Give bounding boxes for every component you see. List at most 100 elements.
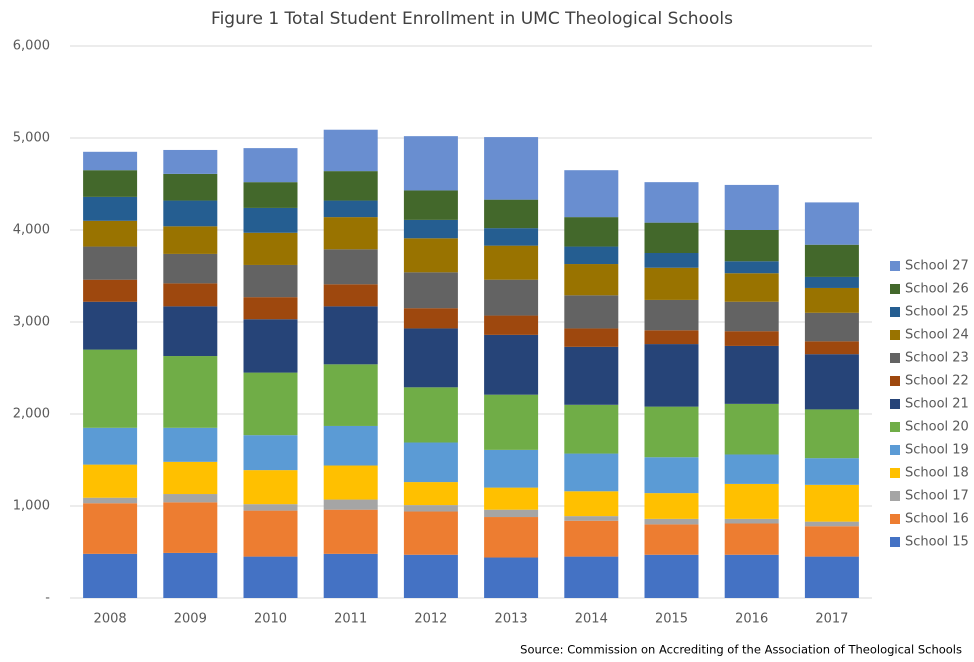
y-tick-label: - — [45, 591, 50, 606]
bar-segment — [243, 556, 298, 598]
bar-segment — [163, 253, 218, 284]
bar-segment — [564, 556, 619, 598]
bar-segment — [403, 511, 458, 555]
bar-segment — [724, 261, 779, 274]
bar-segment — [323, 465, 378, 500]
legend-label: School 16 — [905, 512, 969, 527]
bar-segment — [83, 170, 138, 197]
x-tick-label: 2017 — [815, 612, 848, 627]
y-tick-label: 1,000 — [13, 499, 50, 514]
bar-segment — [243, 148, 298, 183]
x-tick-label: 2011 — [334, 612, 367, 627]
bar-segment — [644, 299, 699, 331]
bar-segment — [724, 345, 779, 404]
bar-segment — [804, 526, 859, 557]
y-tick-label: 5,000 — [13, 131, 50, 146]
bar-segment — [243, 232, 298, 265]
bar-segment — [484, 517, 539, 558]
x-tick-label: 2015 — [655, 612, 688, 627]
bar-segment — [484, 509, 539, 518]
bar-segment — [83, 196, 138, 221]
bar-segment — [804, 556, 859, 598]
bar-segment — [644, 524, 699, 555]
bar-segment — [564, 453, 619, 492]
bar-segment — [804, 458, 859, 485]
x-tick-label: 2008 — [94, 612, 127, 627]
bar-segment — [323, 364, 378, 426]
bar-segment — [163, 502, 218, 553]
bar-segment — [724, 403, 779, 455]
legend-label: School 22 — [905, 374, 969, 389]
bar-segment — [644, 406, 699, 458]
legend-label: School 24 — [905, 328, 969, 343]
bar-segment — [644, 518, 699, 525]
bar-segment — [724, 554, 779, 598]
legend-swatch — [890, 399, 900, 409]
bar-segment — [243, 297, 298, 320]
bar-segment — [83, 497, 138, 504]
bar-segment — [163, 173, 218, 201]
bar-segment — [484, 394, 539, 450]
bar-segment — [323, 509, 378, 554]
bar-segment — [804, 202, 859, 245]
bar-segment — [804, 244, 859, 277]
legend-swatch — [890, 468, 900, 478]
bar-segment — [644, 493, 699, 519]
bar-segment — [484, 199, 539, 229]
bar-segment — [804, 312, 859, 342]
legend-swatch — [890, 422, 900, 432]
bar-segment — [243, 207, 298, 233]
bar-segment — [484, 449, 539, 488]
bar-segment — [724, 184, 779, 230]
bar-segment — [484, 137, 539, 200]
bar-segment — [403, 190, 458, 220]
bar-segment — [323, 425, 378, 466]
bar-segment — [644, 554, 699, 598]
bar-segment — [163, 356, 218, 428]
source-note: Source: Commission on Accrediting of the… — [520, 643, 962, 657]
bar-segment — [403, 554, 458, 598]
bar-segment — [83, 301, 138, 350]
bar-segment — [564, 516, 619, 521]
y-tick-label: 6,000 — [13, 39, 50, 54]
legend-label: School 20 — [905, 420, 969, 435]
chart-title: Figure 1 Total Student Enrollment in UMC… — [211, 9, 733, 29]
bar-segment — [484, 557, 539, 598]
bar-segment — [564, 520, 619, 557]
bar-segment — [403, 219, 458, 239]
bar-segment — [83, 279, 138, 302]
bar-segment — [564, 217, 619, 247]
x-tick-label: 2013 — [495, 612, 528, 627]
bar-segment — [724, 230, 779, 262]
bar-segment — [724, 273, 779, 302]
bar-segment — [163, 306, 218, 357]
bar-segment — [243, 264, 298, 298]
bar-segment — [163, 427, 218, 462]
bar-segment — [644, 267, 699, 300]
y-tick-label: 3,000 — [13, 315, 50, 330]
legend-label: School 18 — [905, 466, 969, 481]
bar-segment — [804, 354, 859, 410]
bar-segment — [83, 427, 138, 465]
bar-segment — [323, 200, 378, 218]
legend-label: School 26 — [905, 282, 969, 297]
bar-segment — [564, 295, 619, 329]
bar-segment — [323, 306, 378, 365]
bar-segment — [243, 470, 298, 505]
bar-segment — [83, 349, 138, 428]
bar-segment — [243, 372, 298, 436]
bar-segment — [484, 279, 539, 316]
bar-segment — [83, 246, 138, 280]
bar-segment — [644, 182, 699, 223]
bar-segment — [323, 499, 378, 510]
bar-segment — [403, 482, 458, 506]
bar-segment — [804, 521, 859, 527]
legend-swatch — [890, 445, 900, 455]
legend-swatch — [890, 353, 900, 363]
bar-segment — [484, 245, 539, 280]
legend-label: School 25 — [905, 305, 969, 320]
bar-segment — [83, 553, 138, 598]
bar-segment — [804, 276, 859, 288]
bar-segment — [724, 483, 779, 519]
bar-segment — [724, 518, 779, 524]
